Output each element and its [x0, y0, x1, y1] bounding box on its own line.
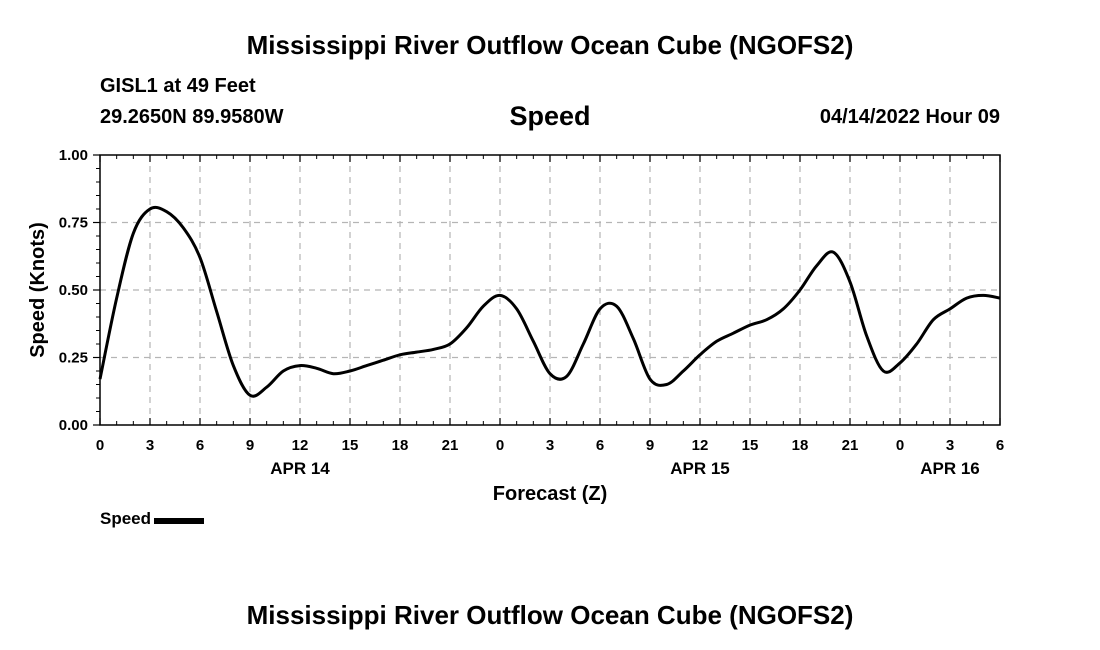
legend-label: Speed	[100, 509, 152, 528]
chart-title: Speed	[509, 101, 591, 131]
x-tick-label: 6	[196, 437, 204, 454]
forecast-datetime: 04/14/2022 Hour 09	[819, 106, 1000, 128]
date-label: APR 16	[920, 459, 980, 478]
x-tick-label: 12	[292, 437, 309, 454]
x-tick-label: 21	[442, 437, 459, 454]
x-tick-label: 9	[646, 437, 654, 454]
x-tick-label: 6	[596, 437, 604, 454]
x-tick-label: 0	[96, 437, 104, 454]
tick-labels: 0 3 6 9 12 15 18 21 0 3 6 9 12 15 18 21 0 3 6 0.00 0.25 0.50 0…	[59, 147, 1004, 478]
x-tick-label: 6	[996, 437, 1004, 454]
x-tick-label: 15	[742, 437, 759, 454]
y-tick-label: 0.25	[59, 350, 88, 367]
speed-series-line	[98, 205, 1001, 398]
y-tick-label: 0.75	[59, 215, 88, 232]
x-tick-label: 18	[792, 437, 809, 454]
series-layer	[98, 205, 1001, 398]
grid-lines	[100, 155, 1000, 425]
x-tick-label: 15	[342, 437, 359, 454]
y-tick-label: 1.00	[59, 147, 88, 164]
date-label: APR 15	[670, 459, 730, 478]
x-tick-label: 18	[392, 437, 409, 454]
x-tick-label: 0	[896, 437, 904, 454]
x-tick-label: 12	[692, 437, 709, 454]
x-axis-label: Forecast (Z)	[493, 483, 607, 505]
x-tick-label: 9	[246, 437, 254, 454]
x-tick-label: 3	[146, 437, 154, 454]
x-tick-label: 3	[946, 437, 954, 454]
x-tick-label: 0	[496, 437, 504, 454]
x-tick-label: 21	[842, 437, 859, 454]
plot-frame	[99, 154, 1001, 426]
legend: Speed	[100, 509, 205, 529]
station-label: GISL1 at 49 Feet	[100, 75, 256, 97]
legend-swatch	[154, 517, 205, 524]
y-tick-label: 0.50	[59, 282, 88, 299]
x-tick-label: 3	[546, 437, 554, 454]
date-label: APR 14	[270, 459, 330, 478]
footer-title: Mississippi River Outflow Ocean Cube (NG…	[246, 600, 854, 630]
station-coordinates: 29.2650N 89.9580W	[100, 106, 284, 128]
page-title: Mississippi River Outflow Ocean Cube (NG…	[246, 30, 854, 60]
y-tick-label: 0.00	[59, 417, 88, 434]
y-axis-label: Speed (Knots)	[27, 222, 49, 358]
